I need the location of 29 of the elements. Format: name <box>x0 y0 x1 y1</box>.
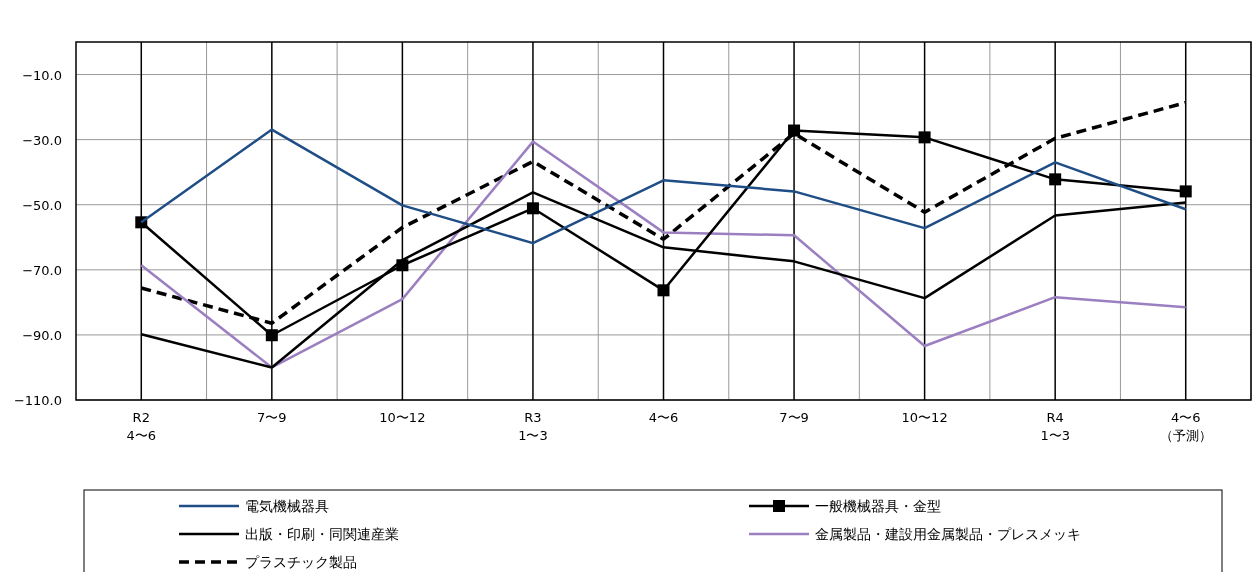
x-tick-label: 10〜12 <box>379 410 426 425</box>
point <box>265 329 278 342</box>
y-tick-label: −70.0 <box>22 262 62 278</box>
legend-label: プラスチック製品 <box>245 554 357 570</box>
point <box>396 259 409 272</box>
x-tick-label: 7〜9 <box>257 410 287 425</box>
legend-label: 出版・印刷・同関連産業 <box>245 526 399 542</box>
point <box>1049 173 1062 186</box>
legend-label: 一般機械器具・金型 <box>815 498 941 514</box>
y-tick-label: −110.0 <box>13 393 62 408</box>
legend-label: 電気機械器具 <box>245 498 329 514</box>
x-tick-label: R4 1〜3 <box>1040 410 1070 443</box>
point <box>526 202 539 215</box>
x-tick-label: R3 1〜3 <box>518 410 548 443</box>
point <box>657 284 670 297</box>
x-tick-label: 10〜12 <box>901 410 948 425</box>
x-tick-label: 4〜6 （予測） <box>1159 410 1212 443</box>
point <box>918 131 931 144</box>
x-tick-label: R2 4〜6 <box>126 410 157 443</box>
y-tick-label: −30.0 <box>22 132 62 148</box>
point <box>1179 185 1192 198</box>
y-tick-label: −10.0 <box>22 67 62 83</box>
y-tick-label: −50.0 <box>22 197 62 213</box>
y-tick-label: −90.0 <box>22 327 62 343</box>
x-tick-label: 4〜6 <box>648 410 679 425</box>
x-tick-label: 7〜9 <box>779 410 809 425</box>
point <box>788 124 801 137</box>
legend-label: 金属製品・建設用金属製品・プレスメッキ <box>815 526 1081 542</box>
line-series <box>140 140 1187 369</box>
